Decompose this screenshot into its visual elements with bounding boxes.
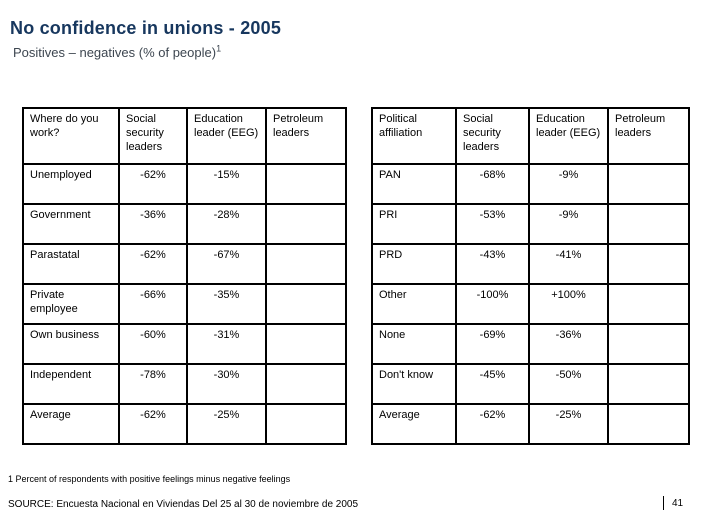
value-cell: -36% (118, 203, 188, 245)
table-row: Average -62% -25% (22, 403, 347, 445)
value-cell: -36% (528, 323, 609, 365)
table-row: Government -36% -28% (22, 203, 347, 245)
value-cell (265, 243, 347, 285)
value-cell: -9% (528, 163, 609, 205)
value-cell: -62% (118, 243, 188, 285)
column-header: Education leader (EEG) (186, 107, 267, 165)
value-cell: -67% (186, 243, 267, 285)
table-row: Unemployed -62% -15% (22, 163, 347, 205)
row-label-cell: Private employee (22, 283, 120, 325)
value-cell: -62% (118, 403, 188, 445)
row-label-cell: PAN (371, 163, 457, 205)
column-header: Social security leaders (118, 107, 188, 165)
column-header: Petroleum leaders (607, 107, 690, 165)
table-row: PRI -53% -9% (371, 203, 690, 245)
value-cell: -53% (455, 203, 530, 245)
table-row: Other -100% +100% (371, 283, 690, 325)
value-cell: -100% (455, 283, 530, 325)
value-cell: -31% (186, 323, 267, 365)
value-cell: -78% (118, 363, 188, 405)
value-cell (265, 403, 347, 445)
value-cell (265, 323, 347, 365)
subtitle-footnote-marker: 1 (216, 43, 222, 54)
value-cell: -50% (528, 363, 609, 405)
value-cell: -41% (528, 243, 609, 285)
value-cell (607, 323, 690, 365)
value-cell (607, 403, 690, 445)
value-cell: -62% (455, 403, 530, 445)
value-cell: -66% (118, 283, 188, 325)
value-cell: -25% (186, 403, 267, 445)
value-cell (607, 363, 690, 405)
subtitle-text: Positives – negatives (% of people) (13, 45, 217, 60)
value-cell (607, 283, 690, 325)
header-row: Political affiliation Social security lea… (371, 107, 690, 165)
table-row: Own business -60% -31% (22, 323, 347, 365)
column-header: Petroleum leaders (265, 107, 347, 165)
table-row: PRD -43% -41% (371, 243, 690, 285)
column-header: Education leader (EEG) (528, 107, 609, 165)
header-row: Where do you work? Social security leader… (22, 107, 347, 165)
value-cell: -28% (186, 203, 267, 245)
page-title: No confidence in unions - 2005 (10, 18, 282, 38)
table-row: Independent -78% -30% (22, 363, 347, 405)
column-header: Where do you work? (22, 107, 120, 165)
table-row: Parastatal -62% -67% (22, 243, 347, 285)
column-header: Social security leaders (455, 107, 530, 165)
footnote: 1 Percent of respondents with positive f… (8, 474, 291, 484)
row-label-cell: Own business (22, 323, 120, 365)
value-cell (607, 163, 690, 205)
value-cell: -68% (455, 163, 530, 205)
row-label-cell: Parastatal (22, 243, 120, 285)
value-cell (607, 203, 690, 245)
table-row: None -69% -36% (371, 323, 690, 365)
value-cell: -60% (118, 323, 188, 365)
row-label-cell: Independent (22, 363, 120, 405)
value-cell (607, 243, 690, 285)
political-affiliation-table: Political affiliation Social security lea… (371, 107, 690, 445)
source-line: SOURCE: Encuesta Nacional en Viviendas D… (8, 499, 359, 510)
row-label-cell: Unemployed (22, 163, 120, 205)
page-subtitle: Positives – negatives (% of people)1 (13, 43, 222, 60)
value-cell: -43% (455, 243, 530, 285)
page-number: 41 (663, 496, 683, 510)
value-cell: +100% (528, 283, 609, 325)
row-label-cell: Average (371, 403, 457, 445)
value-cell (265, 283, 347, 325)
value-cell: -15% (186, 163, 267, 205)
page-number-value: 41 (672, 497, 684, 509)
page-number-divider (663, 496, 664, 510)
row-label-cell: PRD (371, 243, 457, 285)
value-cell (265, 203, 347, 245)
row-label-cell: Other (371, 283, 457, 325)
table-row: Average -62% -25% (371, 403, 690, 445)
table-row: Private employee -66% -35% (22, 283, 347, 325)
column-header: Political affiliation (371, 107, 457, 165)
table-row: Don't know -45% -50% (371, 363, 690, 405)
value-cell: -35% (186, 283, 267, 325)
value-cell (265, 363, 347, 405)
row-label-cell: Government (22, 203, 120, 245)
row-label-cell: PRI (371, 203, 457, 245)
value-cell (265, 163, 347, 205)
value-cell: -45% (455, 363, 530, 405)
table-row: PAN -68% -9% (371, 163, 690, 205)
row-label-cell: None (371, 323, 457, 365)
work-location-table: Where do you work? Social security leader… (22, 107, 347, 445)
row-label-cell: Average (22, 403, 120, 445)
value-cell: -30% (186, 363, 267, 405)
value-cell: -25% (528, 403, 609, 445)
row-label-cell: Don't know (371, 363, 457, 405)
value-cell: -9% (528, 203, 609, 245)
value-cell: -62% (118, 163, 188, 205)
value-cell: -69% (455, 323, 530, 365)
